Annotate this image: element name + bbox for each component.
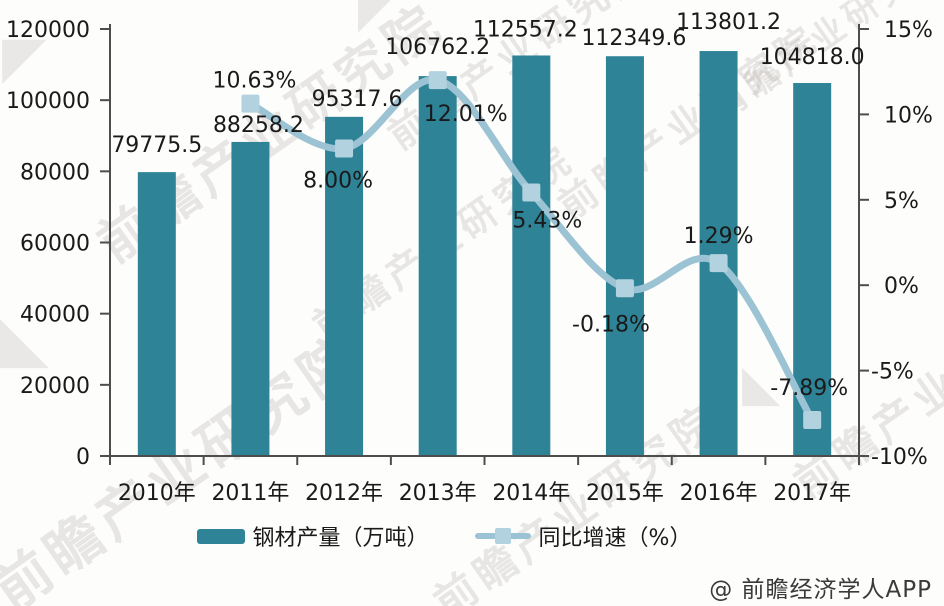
- y-axis-left-label: 100000: [6, 89, 90, 114]
- x-axis-label: 2011年: [211, 481, 289, 506]
- y-axis-right-label: 15%: [884, 18, 933, 43]
- growth-line-marker: [428, 71, 447, 90]
- legend-item-bar-series: 钢材产量（万吨）: [196, 520, 429, 552]
- x-axis-label: 2010年: [118, 481, 196, 506]
- line-swatch-marker: [494, 528, 511, 544]
- growth-line-marker: [522, 183, 541, 202]
- y-axis-left-label: 20000: [20, 374, 90, 399]
- line-value-label: 12.01%: [424, 102, 508, 127]
- line-value-label: -0.18%: [572, 312, 650, 337]
- growth-line-marker: [803, 410, 822, 429]
- bar-value-label: 112349.6: [581, 26, 686, 51]
- line-value-label: 8.00%: [303, 169, 373, 194]
- legend-label: 钢材产量（万吨）: [252, 526, 429, 551]
- source-credit: @ 前瞻经济学人APP: [709, 577, 932, 603]
- bar-2014年: [512, 55, 551, 457]
- x-axis-label: 2014年: [492, 481, 570, 506]
- line-value-label: 5.43%: [512, 208, 582, 233]
- x-axis-label: 2015年: [586, 481, 664, 506]
- line-value-label: 1.29%: [684, 224, 754, 249]
- legend-label: 同比增速（%）: [538, 526, 692, 551]
- bar-value-label: 104818.0: [760, 45, 865, 70]
- y-axis-left-label: 40000: [20, 303, 90, 328]
- y-axis-left-label: 120000: [6, 18, 90, 43]
- x-axis-label: 2017年: [773, 481, 851, 506]
- chart-legend: 钢材产量（万吨） 同比增速（%）: [0, 520, 944, 552]
- bar-2015年: [605, 56, 644, 457]
- legend-item-line-series: 同比增速（%）: [474, 520, 692, 552]
- y-axis-right-label: -10%: [871, 445, 928, 470]
- line-value-label: 10.63%: [212, 69, 296, 94]
- y-axis-right-label: -5%: [871, 360, 914, 385]
- x-axis-label: 2016年: [680, 481, 758, 506]
- y-axis-left-label: 80000: [20, 160, 90, 185]
- y-axis-left-label: 60000: [20, 232, 90, 257]
- y-axis-right-label: 5%: [884, 189, 919, 214]
- y-axis-right-label: 0%: [884, 274, 919, 299]
- bar-2016年: [699, 51, 738, 456]
- bar-2012年: [325, 116, 364, 456]
- bar-series-swatch-icon: [196, 528, 245, 544]
- y-axis-right-label: 10%: [884, 103, 933, 128]
- x-axis-label: 2013年: [399, 481, 477, 506]
- bar-2010年: [137, 172, 176, 456]
- line-value-label: -7.89%: [770, 376, 848, 401]
- growth-line-marker: [335, 139, 354, 158]
- bar-2011年: [231, 141, 270, 456]
- x-axis-label: 2012年: [305, 481, 383, 506]
- bar-2013年: [418, 76, 457, 457]
- y-axis-left-label: 0: [76, 445, 90, 470]
- growth-line-marker: [615, 279, 634, 298]
- bar-value-label: 112557.2: [473, 17, 578, 42]
- bar-value-label: 79775.5: [111, 133, 202, 158]
- bar-value-label: 95317.6: [312, 87, 403, 112]
- line-series-swatch-icon: [474, 528, 531, 544]
- growth-line-marker: [241, 94, 260, 113]
- bar-value-label: 113801.2: [676, 10, 781, 35]
- growth-line-marker: [709, 254, 728, 273]
- bar-value-label: 88258.2: [213, 113, 304, 138]
- bar-value-label: 106762.2: [385, 35, 490, 60]
